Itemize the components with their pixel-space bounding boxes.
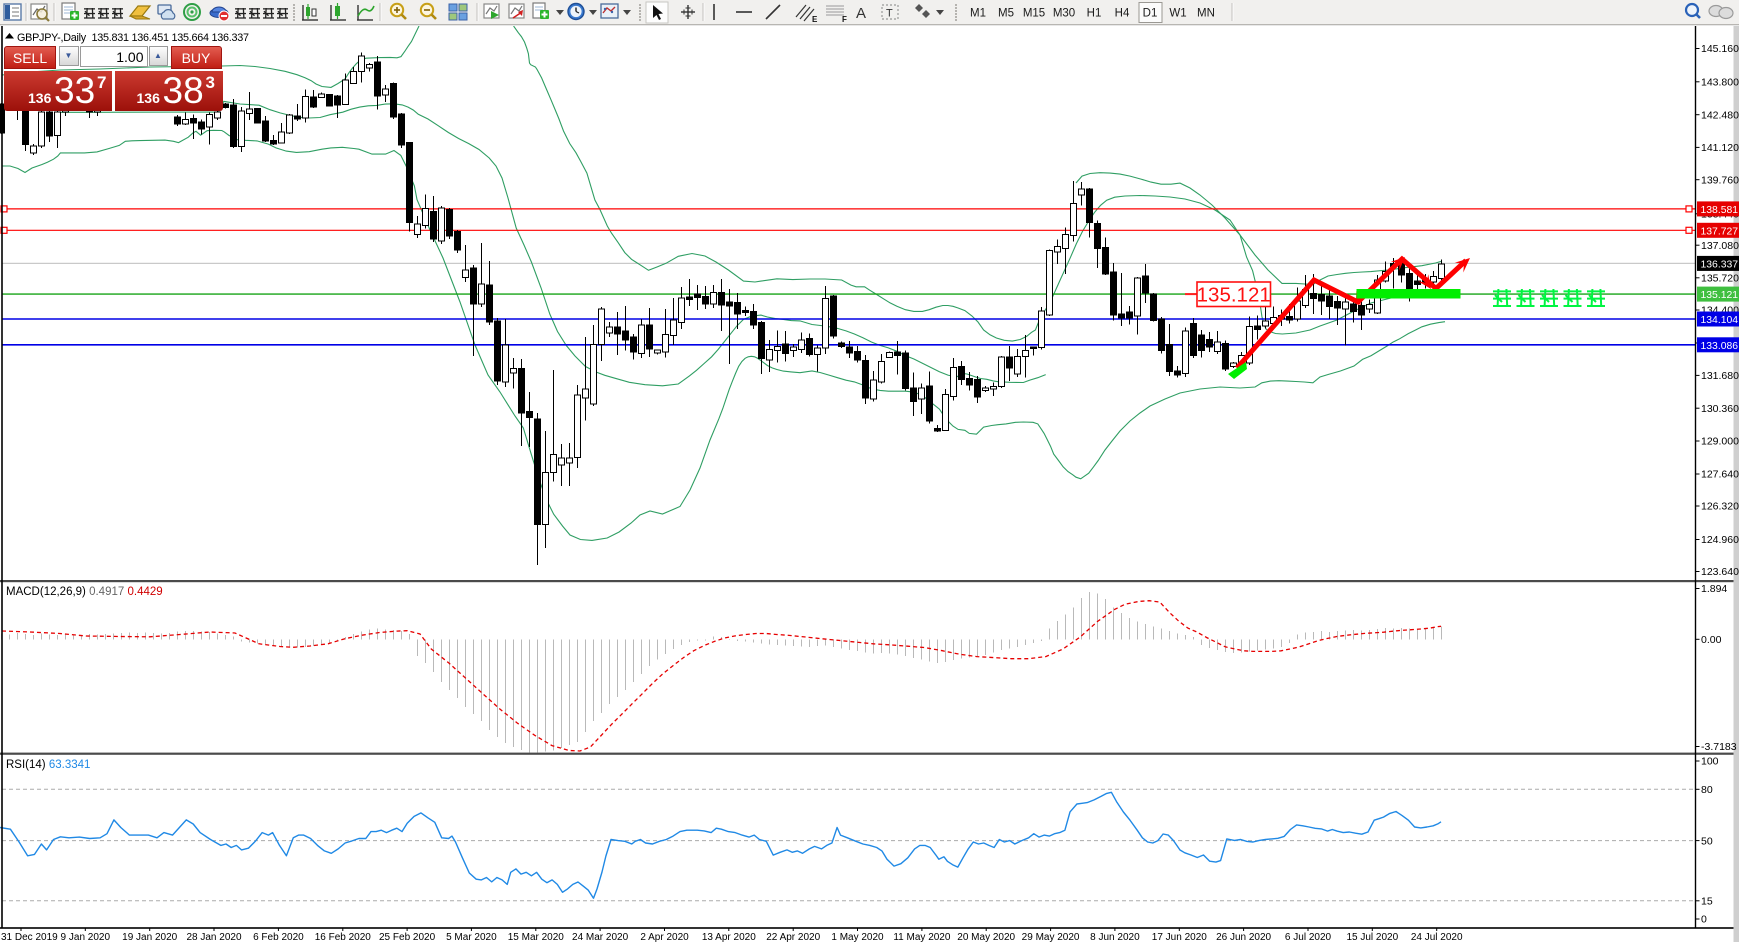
svg-text:20 May 2020: 20 May 2020 (957, 932, 1015, 942)
svg-text:5 Mar 2020: 5 Mar 2020 (446, 932, 497, 942)
svg-text:124.960: 124.960 (1701, 534, 1739, 546)
svg-text:139.760: 139.760 (1701, 174, 1739, 186)
svg-text:141.120: 141.120 (1701, 142, 1739, 154)
svg-text:123.640: 123.640 (1701, 566, 1739, 578)
svg-text:142.480: 142.480 (1701, 109, 1739, 121)
svg-text:29 May 2020: 29 May 2020 (1022, 932, 1080, 942)
svg-text:MACD(12,26,9) 0.4917 0.4429: MACD(12,26,9) 0.4917 0.4429 (6, 586, 163, 598)
svg-text:24 Mar 2020: 24 Mar 2020 (572, 932, 629, 942)
svg-text:100: 100 (1701, 756, 1719, 768)
svg-text:T: T (886, 8, 893, 20)
svg-text:13 Apr 2020: 13 Apr 2020 (702, 932, 756, 942)
svg-text:135.121: 135.121 (1701, 290, 1739, 301)
svg-text:MN: MN (1197, 8, 1215, 20)
svg-text:15 Mar 2020: 15 Mar 2020 (508, 932, 565, 942)
svg-text:137.727: 137.727 (1701, 226, 1739, 237)
svg-text:25 Feb 2020: 25 Feb 2020 (379, 932, 436, 942)
svg-text:131.680: 131.680 (1701, 370, 1739, 382)
svg-text:22 Apr 2020: 22 Apr 2020 (766, 932, 820, 942)
svg-text:0: 0 (1701, 914, 1707, 926)
svg-text:A: A (856, 5, 866, 22)
svg-text:15 Jul 2020: 15 Jul 2020 (1346, 932, 1398, 942)
svg-text:130.360: 130.360 (1701, 403, 1739, 415)
svg-text:16 Feb 2020: 16 Feb 2020 (315, 932, 372, 942)
svg-text:E: E (812, 15, 818, 24)
svg-text:11 May 2020: 11 May 2020 (893, 932, 951, 942)
svg-text:D1: D1 (1143, 8, 1158, 20)
svg-text:24 Jul 2020: 24 Jul 2020 (1411, 932, 1463, 942)
svg-text:RSI(14) 63.3341: RSI(14) 63.3341 (6, 759, 90, 771)
svg-text:50: 50 (1701, 835, 1713, 847)
svg-text:126.320: 126.320 (1701, 501, 1739, 513)
svg-text:15: 15 (1701, 896, 1713, 908)
svg-text:28 Jan 2020: 28 Jan 2020 (186, 932, 241, 942)
svg-text:9 Jan 2020: 9 Jan 2020 (61, 932, 111, 942)
svg-text:134.104: 134.104 (1701, 315, 1739, 326)
svg-text:M1: M1 (970, 8, 986, 20)
svg-text:F: F (842, 15, 847, 24)
svg-text:143.800: 143.800 (1701, 77, 1739, 89)
svg-text:17 Jun 2020: 17 Jun 2020 (1152, 932, 1207, 942)
svg-text:1.894: 1.894 (1701, 583, 1727, 595)
svg-text:M30: M30 (1053, 8, 1075, 20)
svg-text:M15: M15 (1023, 8, 1045, 20)
svg-text:31 Dec 2019: 31 Dec 2019 (1, 932, 58, 942)
svg-text:145.160: 145.160 (1701, 43, 1739, 55)
svg-text:2 Apr 2020: 2 Apr 2020 (640, 932, 689, 942)
svg-text:H4: H4 (1115, 8, 1130, 20)
svg-text:135.121: 135.121 (1197, 284, 1271, 307)
svg-text:135.720: 135.720 (1701, 273, 1739, 285)
svg-text:26 Jun 2020: 26 Jun 2020 (1216, 932, 1271, 942)
svg-text:127.640: 127.640 (1701, 469, 1739, 481)
svg-text:129.000: 129.000 (1701, 436, 1739, 448)
svg-text:138.581: 138.581 (1701, 205, 1739, 216)
svg-text:M5: M5 (998, 8, 1014, 20)
svg-text:-3.7183: -3.7183 (1701, 741, 1737, 753)
svg-text:H1: H1 (1087, 8, 1102, 20)
svg-text:19 Jan 2020: 19 Jan 2020 (122, 932, 177, 942)
svg-text:1 May 2020: 1 May 2020 (831, 932, 884, 942)
svg-text:80: 80 (1701, 784, 1713, 796)
svg-text:6 Jul 2020: 6 Jul 2020 (1285, 932, 1332, 942)
svg-text:8 Jun 2020: 8 Jun 2020 (1090, 932, 1140, 942)
svg-text:GBPJPY-,Daily 135.831 136.451: GBPJPY-,Daily 135.831 136.451 135.664 13… (17, 32, 249, 44)
svg-text:137.080: 137.080 (1701, 240, 1739, 252)
svg-text:133.086: 133.086 (1701, 341, 1739, 352)
svg-text:136.337: 136.337 (1701, 259, 1739, 270)
svg-text:0.00: 0.00 (1701, 634, 1722, 646)
svg-text:6 Feb 2020: 6 Feb 2020 (253, 932, 304, 942)
svg-text:W1: W1 (1169, 8, 1186, 20)
